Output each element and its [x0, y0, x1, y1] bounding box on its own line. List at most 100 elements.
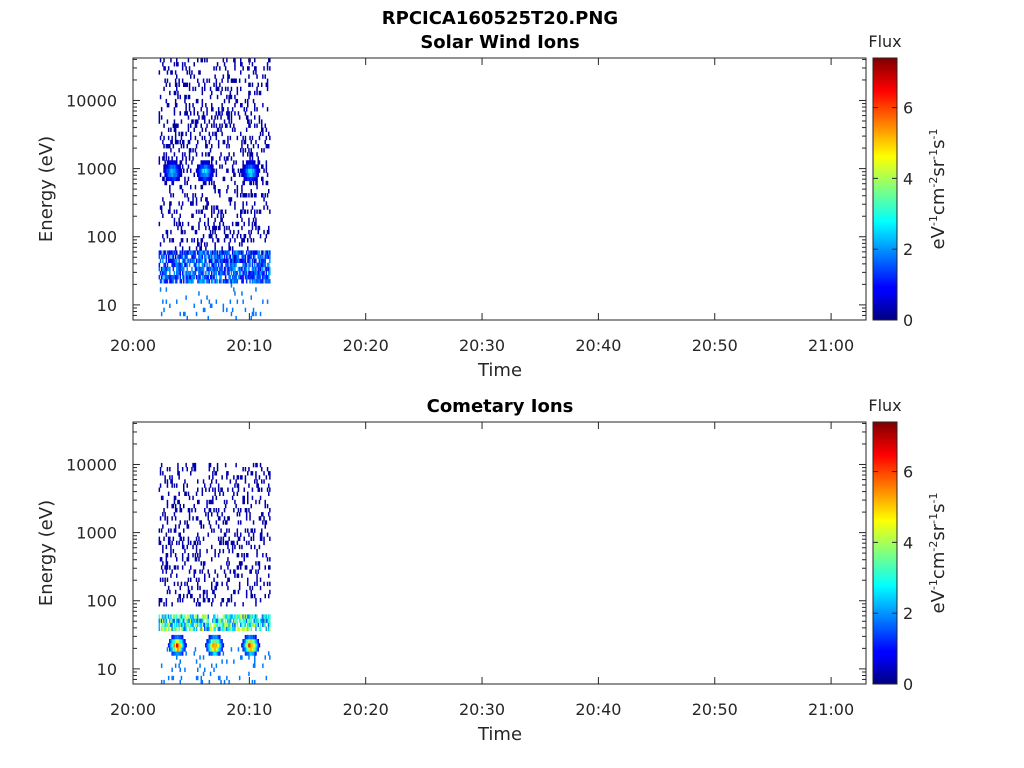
heatmap-cell	[256, 275, 258, 280]
heatmap-cell	[254, 639, 256, 644]
heatmap-cell	[242, 495, 244, 501]
heatmap-cell	[249, 585, 251, 591]
heatmap-cell	[226, 307, 228, 313]
heatmap-cell	[240, 193, 242, 198]
heatmap-cell	[265, 250, 268, 255]
heatmap-cell	[197, 266, 199, 272]
heatmap-cell	[248, 90, 250, 96]
heatmap-cell	[269, 516, 271, 521]
heatmap-cell	[186, 593, 188, 599]
heatmap-cell	[163, 66, 165, 71]
heatmap-cell	[209, 626, 212, 632]
heatmap-cell	[179, 503, 181, 509]
heatmap-cell	[199, 70, 201, 75]
heatmap-cell	[252, 639, 255, 644]
heatmap-cell	[209, 168, 212, 173]
heatmap-cell	[244, 258, 247, 263]
heatmap-cell	[249, 622, 251, 627]
heatmap-cell	[215, 508, 218, 513]
heatmap-cell	[227, 86, 229, 92]
heatmap-cell	[236, 528, 239, 533]
heatmap-cell	[233, 258, 235, 263]
heatmap-cell	[242, 467, 244, 472]
heatmap-cell	[221, 618, 223, 623]
heatmap-cell	[163, 250, 165, 255]
heatmap-cell	[226, 540, 228, 546]
heatmap-cell	[201, 262, 204, 268]
heatmap-cell	[163, 254, 165, 259]
heatmap-cell	[243, 262, 245, 268]
heatmap-cell	[183, 266, 185, 272]
heatmap-cell	[258, 544, 261, 550]
heatmap-cell	[250, 647, 252, 652]
heatmap-cell	[206, 279, 208, 284]
heatmap-cell	[214, 225, 216, 231]
heatmap-cell	[227, 111, 229, 116]
heatmap-cell	[244, 148, 247, 153]
heatmap-cell	[264, 139, 266, 145]
heatmap-cell	[223, 508, 226, 513]
heatmap-cell	[204, 508, 206, 513]
heatmap-cell	[179, 585, 181, 591]
heatmap-cell	[200, 164, 202, 169]
heatmap-cell	[219, 225, 221, 231]
heatmap-cell	[256, 577, 258, 582]
heatmap-cell	[201, 176, 204, 182]
heatmap-cell	[165, 626, 168, 632]
heatmap-cell	[200, 246, 202, 251]
heatmap-cell	[209, 303, 212, 308]
heatmap-cell	[181, 254, 184, 259]
heatmap-cell	[177, 581, 179, 587]
heatmap-cell	[213, 270, 215, 276]
heatmap-cell	[200, 266, 202, 272]
heatmap-cell	[170, 618, 172, 623]
heatmap-cell	[176, 123, 178, 128]
heatmap-cell	[167, 275, 170, 280]
heatmap-cell	[257, 487, 259, 492]
heatmap-cell	[235, 258, 237, 263]
heatmap-cell	[170, 643, 172, 648]
heatmap-cell	[204, 86, 206, 92]
heatmap-cell	[173, 626, 176, 632]
heatmap-cell	[236, 90, 239, 96]
heatmap-cell	[222, 540, 225, 546]
x-tick-label: 21:00	[808, 336, 854, 355]
heatmap-cell	[209, 634, 212, 640]
heatmap-cell	[200, 168, 202, 173]
heatmap-cell	[177, 275, 179, 280]
heatmap-cell	[199, 246, 201, 251]
heatmap-cell	[265, 266, 268, 272]
heatmap-cell	[217, 483, 220, 488]
heatmap-cell	[197, 516, 199, 521]
heatmap-cell	[199, 172, 201, 177]
heatmap-cell	[261, 258, 263, 263]
heatmap-cell	[265, 127, 268, 132]
heatmap-cell	[217, 553, 220, 558]
heatmap-cell	[176, 643, 178, 648]
heatmap-cell	[230, 614, 233, 619]
heatmap-cell	[236, 193, 239, 198]
heatmap-cell	[212, 266, 214, 272]
heatmap-cell	[177, 168, 179, 173]
heatmap-cell	[241, 242, 243, 247]
colorbar	[872, 57, 898, 321]
heatmap-cell	[207, 516, 209, 521]
heatmap-cell	[243, 647, 245, 652]
heatmap-cell	[166, 577, 169, 582]
heatmap-cell	[222, 74, 225, 79]
heatmap-cell	[177, 254, 179, 259]
heatmap-cell	[193, 540, 195, 546]
heatmap-cell	[256, 262, 258, 268]
heatmap-cell	[228, 144, 230, 149]
heatmap-cell	[197, 618, 199, 623]
heatmap-cell	[251, 135, 254, 141]
heatmap-cell	[181, 156, 184, 161]
heatmap-cell	[235, 315, 237, 321]
heatmap-cell	[162, 614, 164, 619]
heatmap-cell	[249, 254, 251, 259]
heatmap-cell	[228, 250, 230, 255]
heatmap-cell	[255, 193, 257, 198]
colorbar-tick-label: 6	[903, 463, 913, 482]
heatmap-cell	[241, 626, 243, 632]
heatmap-cell	[244, 618, 247, 623]
